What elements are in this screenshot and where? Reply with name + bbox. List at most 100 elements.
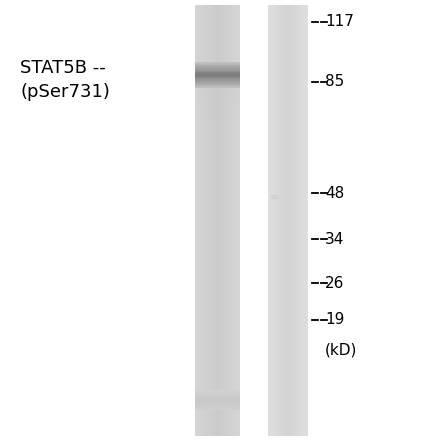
Text: 48: 48 [325, 186, 344, 201]
Bar [277, 5, 278, 436]
Bar [214, 5, 215, 436]
Bar [302, 5, 303, 436]
Bar [195, 402, 240, 404]
Bar [271, 5, 272, 436]
Bar [195, 79, 240, 80]
Bar [195, 112, 240, 113]
Bar [219, 5, 220, 436]
Bar [227, 5, 229, 436]
Bar [195, 65, 240, 66]
Bar [195, 109, 240, 111]
Bar [221, 5, 222, 436]
Bar [195, 85, 240, 86]
Bar [195, 391, 240, 392]
Bar [196, 5, 197, 436]
Bar [195, 64, 240, 65]
Bar [287, 5, 288, 436]
Bar [280, 5, 281, 436]
Bar [195, 103, 240, 105]
Bar [212, 5, 213, 436]
Bar [195, 78, 240, 79]
Bar [293, 5, 294, 436]
Bar [268, 5, 269, 436]
Bar [195, 93, 240, 94]
Bar [230, 5, 231, 436]
Bar [195, 115, 240, 116]
Bar [195, 83, 240, 84]
Bar [205, 5, 206, 436]
Bar [195, 81, 240, 82]
Bar [213, 5, 214, 436]
Bar [273, 5, 274, 436]
Bar [296, 5, 297, 436]
Bar [195, 405, 240, 406]
Bar [300, 5, 301, 436]
Text: (pSer731): (pSer731) [20, 83, 110, 101]
Bar [195, 84, 240, 85]
Bar [222, 5, 223, 436]
Bar [195, 69, 240, 70]
Bar [279, 5, 280, 436]
Bar [220, 5, 221, 436]
Bar [195, 101, 240, 103]
Bar [231, 5, 232, 436]
Bar [195, 75, 240, 76]
Text: 19: 19 [325, 313, 345, 328]
Bar [303, 5, 304, 436]
Bar [272, 5, 273, 436]
Bar [197, 5, 198, 436]
Bar [229, 5, 230, 436]
Bar [195, 404, 240, 405]
Bar [298, 5, 299, 436]
Bar [195, 398, 240, 400]
Bar [195, 76, 240, 77]
Bar [285, 5, 286, 436]
Bar [195, 116, 240, 118]
Bar [301, 5, 302, 436]
Bar [202, 5, 203, 436]
Bar [195, 71, 240, 72]
Bar [195, 72, 240, 73]
Bar [286, 5, 287, 436]
Bar [195, 90, 240, 91]
Bar [198, 5, 199, 436]
Text: 85: 85 [325, 75, 344, 90]
Bar [294, 5, 295, 436]
Bar [276, 5, 277, 436]
Bar [195, 113, 240, 115]
Bar [305, 5, 306, 436]
Bar [209, 5, 211, 436]
Bar [195, 108, 240, 109]
Bar [292, 5, 293, 436]
Bar [195, 68, 240, 69]
Bar [195, 63, 240, 64]
Bar [217, 5, 219, 436]
Bar [288, 5, 289, 436]
Bar [270, 5, 271, 436]
Bar [282, 5, 283, 436]
Bar [195, 5, 196, 436]
Bar [233, 5, 235, 436]
Bar [207, 5, 209, 436]
Bar [195, 409, 240, 410]
Bar [204, 5, 205, 436]
Bar [275, 5, 276, 436]
Bar [304, 5, 305, 436]
Bar [238, 5, 239, 436]
Bar [195, 97, 240, 98]
Bar [269, 5, 270, 436]
Bar [195, 98, 240, 100]
Bar [206, 5, 207, 436]
Bar [297, 5, 298, 436]
Bar [215, 5, 216, 436]
Bar [195, 406, 240, 407]
Bar [299, 5, 300, 436]
Bar [271, 195, 279, 199]
Bar [195, 111, 240, 112]
Bar [291, 5, 292, 436]
Bar [237, 5, 238, 436]
Bar [274, 5, 275, 436]
Text: STAT5B --: STAT5B -- [20, 59, 106, 77]
Bar [195, 390, 240, 391]
Bar [195, 86, 240, 87]
